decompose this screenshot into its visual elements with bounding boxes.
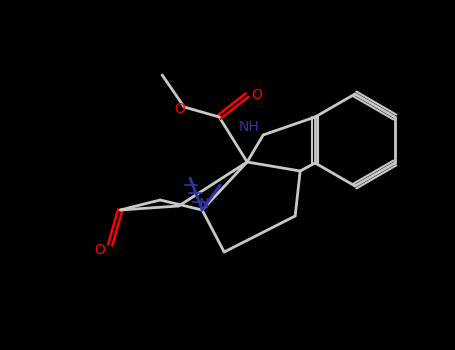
Text: N: N — [199, 197, 209, 211]
Text: O: O — [252, 88, 263, 102]
Text: NH: NH — [239, 120, 259, 134]
Text: O: O — [95, 243, 106, 257]
Text: O: O — [175, 102, 186, 116]
